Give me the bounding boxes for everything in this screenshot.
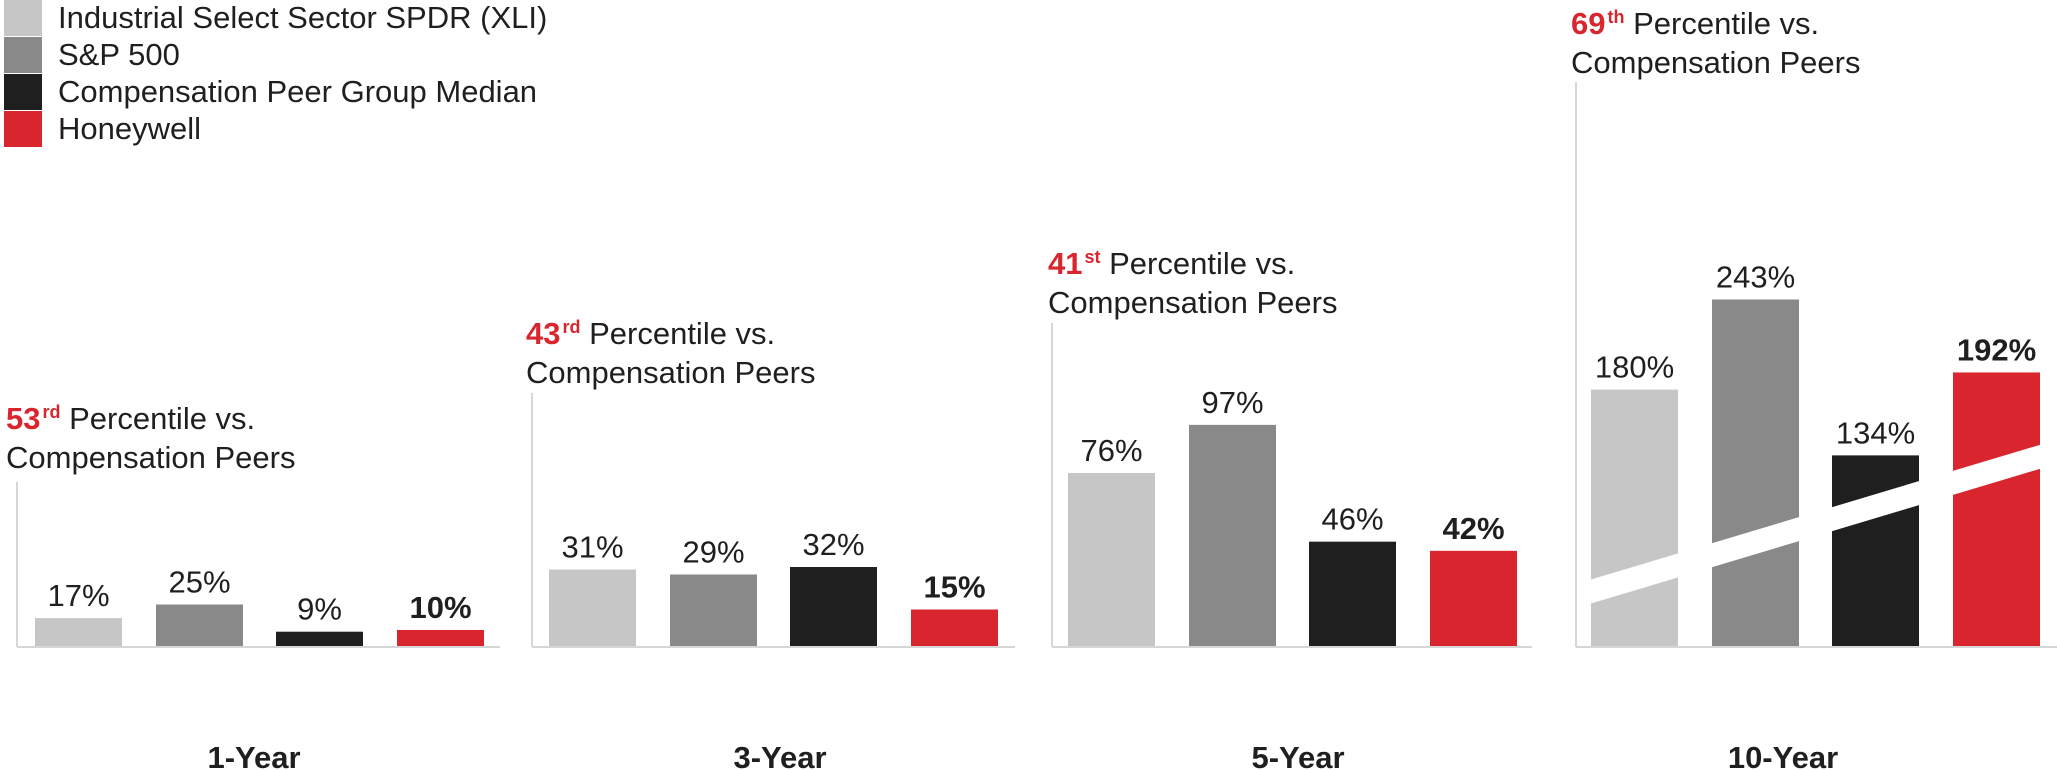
value-label-3-year-xli: 31% xyxy=(561,530,623,565)
percentile-suffix: th xyxy=(1607,7,1624,27)
value-label-5-year-honeywell: 42% xyxy=(1442,511,1504,546)
bar-3-year-xli xyxy=(549,569,636,647)
bar-10-year-peer-median xyxy=(1832,455,1919,647)
legend-label-xli: Industrial Select Sector SPDR (XLI) xyxy=(58,0,548,35)
legend-item-sp500: S&P 500 xyxy=(4,37,180,73)
axis-break-band xyxy=(1586,439,2057,605)
panel-5-year: 76% 97% 46% 42% 41 st Percentile vs. Compensat… xyxy=(1048,246,1532,770)
percentile-suffix: rd xyxy=(42,402,60,422)
value-label-3-year-honeywell: 15% xyxy=(923,570,985,605)
period-label-3-year: 3-Year xyxy=(733,740,826,770)
bar-1-year-honeywell xyxy=(397,630,484,647)
value-label-1-year-honeywell: 10% xyxy=(409,590,471,625)
percentile-text: Percentile vs. xyxy=(1101,246,1296,281)
value-label-5-year-xli: 76% xyxy=(1080,433,1142,468)
percentile-number: 69 xyxy=(1571,6,1605,41)
panel-1-year: 17% 25% 9% 10% 53 rd Percentile vs. Compensati… xyxy=(6,401,500,770)
bar-3-year-sp500 xyxy=(670,574,757,647)
legend-label-honeywell: Honeywell xyxy=(58,111,202,146)
panel-10-year: 180% 243% 134% 192% 69 th Percentile vs. Compe… xyxy=(1571,6,2057,770)
percentile-suffix: st xyxy=(1084,247,1100,267)
value-label-10-year-peer-median: 134% xyxy=(1836,415,1915,450)
value-label-10-year-honeywell: 192% xyxy=(1957,332,2036,367)
legend-label-sp500: S&P 500 xyxy=(58,37,180,72)
legend-label-peer-median: Compensation Peer Group Median xyxy=(58,74,538,109)
percentile-line2: Compensation Peers xyxy=(6,440,296,475)
percentile-line2: Compensation Peers xyxy=(1571,45,1861,80)
percentile-line2: Compensation Peers xyxy=(1048,285,1338,320)
value-label-10-year-xli: 180% xyxy=(1595,350,1674,385)
legend-swatch-peer-median xyxy=(4,74,42,110)
percentile-number: 53 xyxy=(6,401,40,436)
bar-5-year-sp500 xyxy=(1189,424,1276,647)
period-label-10-year: 10-Year xyxy=(1728,740,1838,770)
legend-item-xli: Industrial Select Sector SPDR (XLI) xyxy=(4,0,547,36)
legend-swatch-xli xyxy=(4,0,42,36)
value-label-5-year-peer-median: 46% xyxy=(1321,502,1383,537)
bar-3-year-peer-median xyxy=(790,567,877,647)
value-label-10-year-sp500: 243% xyxy=(1716,260,1795,295)
bar-10-year-sp500 xyxy=(1712,299,1799,647)
value-label-1-year-sp500: 25% xyxy=(168,565,230,600)
value-label-5-year-sp500: 97% xyxy=(1201,385,1263,420)
percentile-text: Percentile vs. xyxy=(1624,6,1819,41)
percentile-text: Percentile vs. xyxy=(580,316,775,351)
bar-5-year-peer-median xyxy=(1309,541,1396,647)
bar-1-year-sp500 xyxy=(156,604,243,647)
legend-swatch-honeywell xyxy=(4,111,42,147)
bar-10-year-xli xyxy=(1591,389,1678,647)
period-label-5-year: 5-Year xyxy=(1251,740,1344,770)
bar-1-year-peer-median xyxy=(276,631,363,647)
period-label-1-year: 1-Year xyxy=(207,740,300,770)
percentile-number: 43 xyxy=(526,316,560,351)
percentile-line2: Compensation Peers xyxy=(526,355,816,390)
bar-10-year-honeywell xyxy=(1953,372,2040,647)
legend-item-honeywell: Honeywell xyxy=(4,111,201,147)
percentile-text: Percentile vs. xyxy=(60,401,255,436)
value-label-1-year-xli: 17% xyxy=(47,578,109,613)
bar-5-year-honeywell xyxy=(1430,550,1517,647)
percentile-suffix: rd xyxy=(562,317,580,337)
legend-item-peer-median: Compensation Peer Group Median xyxy=(4,74,537,110)
bar-5-year-xli xyxy=(1068,472,1155,647)
value-label-1-year-peer-median: 9% xyxy=(297,592,342,627)
bar-3-year-honeywell xyxy=(911,609,998,647)
value-label-3-year-peer-median: 32% xyxy=(802,527,864,562)
bar-1-year-xli xyxy=(35,618,122,647)
panel-3-year: 31% 29% 32% 15% 43 rd Percentile vs. Compensat… xyxy=(526,316,1015,770)
legend-swatch-sp500 xyxy=(4,37,42,73)
percentile-number: 41 xyxy=(1048,246,1082,281)
value-label-3-year-sp500: 29% xyxy=(682,535,744,570)
